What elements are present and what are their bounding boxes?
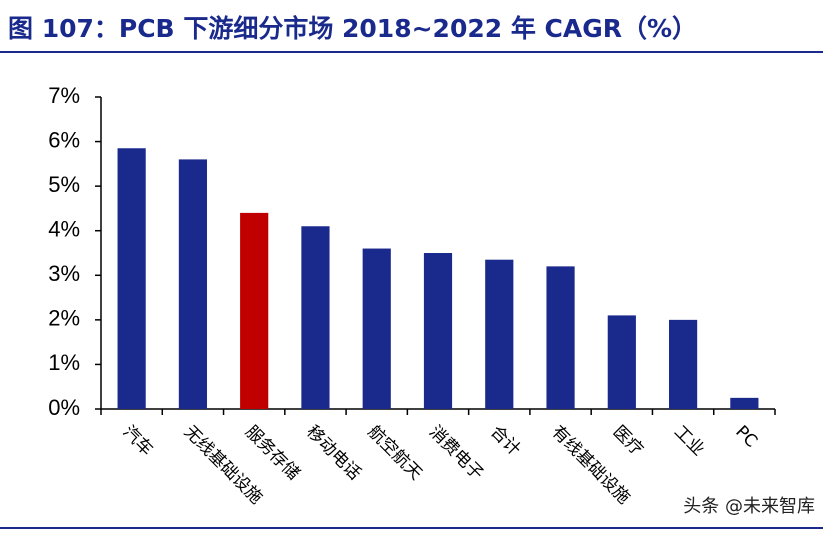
x-tick-label: 医疗 [609, 422, 647, 460]
y-tick-label: 5% [48, 172, 80, 197]
y-tick-label: 0% [48, 395, 80, 420]
bar [485, 259, 514, 409]
bar [240, 212, 269, 409]
x-tick-label: 移动电话 [302, 422, 364, 484]
bar [546, 266, 575, 409]
y-tick-label: 7% [48, 83, 80, 108]
x-tick-label: 工业 [670, 422, 708, 460]
y-tick-label: 2% [48, 306, 80, 331]
bar [117, 148, 146, 409]
bar [423, 253, 453, 409]
bar [301, 226, 330, 409]
watermark: 头条 @未来智库 [683, 496, 815, 517]
bar [607, 315, 636, 409]
x-tick-label: 航空航天 [364, 422, 426, 484]
y-tick-label: 4% [48, 217, 80, 242]
bar [178, 159, 208, 409]
chart-title: 图 107：PCB 下游细分市场 2018~2022 年 CAGR（%） [8, 14, 697, 43]
x-tick-label: 汽车 [119, 422, 157, 460]
y-tick-label: 1% [48, 350, 80, 375]
y-tick-label: 6% [48, 127, 80, 152]
x-tick-label: 合计 [486, 422, 524, 460]
y-tick-label: 3% [48, 261, 80, 286]
x-tick-label: 服务存储 [241, 422, 303, 484]
x-tick-label: 消费电子 [425, 422, 487, 484]
bar [730, 397, 759, 409]
x-tick-label: PC [731, 422, 761, 452]
bar [668, 319, 698, 409]
bar [362, 248, 391, 409]
